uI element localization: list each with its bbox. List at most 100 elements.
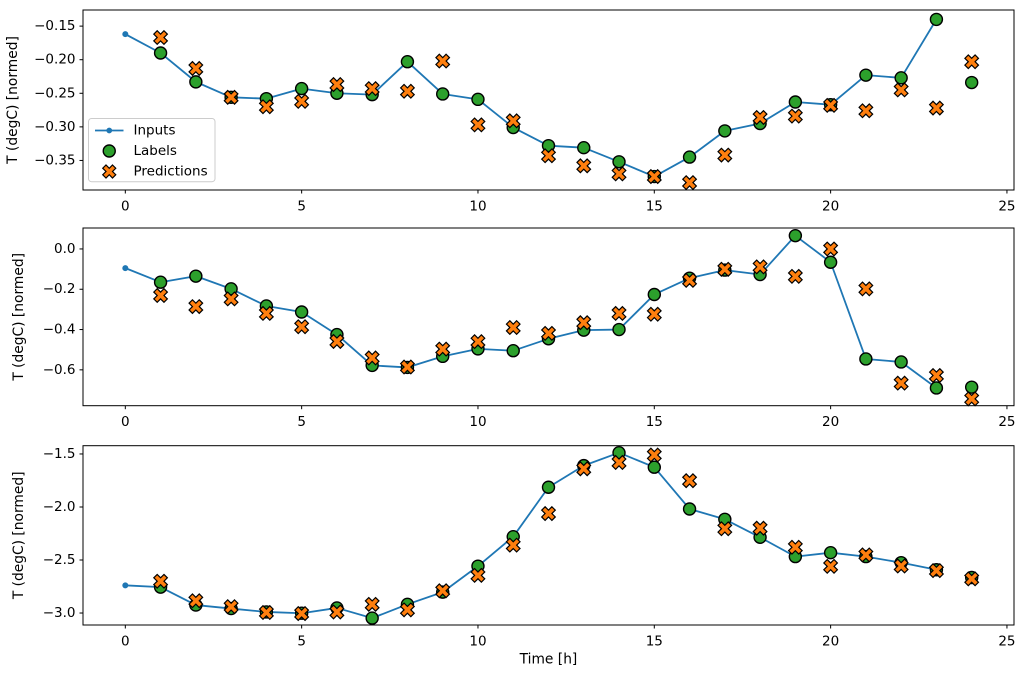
x-tick-label: 10 bbox=[469, 199, 486, 215]
prediction-point bbox=[611, 305, 627, 322]
prediction-point bbox=[470, 117, 486, 133]
y-tick-label: −0.25 bbox=[34, 85, 75, 101]
y-axis-label: T (degC) [normed] bbox=[5, 36, 21, 165]
prediction-point bbox=[435, 341, 451, 357]
prediction-point bbox=[717, 261, 733, 277]
prediction-point bbox=[223, 599, 239, 615]
prediction-point bbox=[329, 76, 345, 93]
prediction-point bbox=[435, 583, 451, 599]
label-point bbox=[929, 381, 944, 395]
prediction-point bbox=[470, 567, 486, 584]
prediction-point bbox=[858, 103, 874, 119]
y-tick-label: −0.4 bbox=[43, 322, 76, 338]
prediction-point bbox=[470, 333, 486, 350]
label-point bbox=[788, 95, 803, 109]
x-tick-label: 5 bbox=[297, 634, 306, 650]
label-point bbox=[823, 545, 838, 560]
inputs-polyline bbox=[124, 18, 938, 178]
x-tick-label: 25 bbox=[998, 414, 1015, 430]
y-tick-label: −0.35 bbox=[34, 152, 75, 168]
legend-entry-labels: Labels bbox=[102, 143, 177, 159]
prediction-point bbox=[258, 305, 275, 322]
x-tick-label: 5 bbox=[297, 414, 306, 430]
inputs-line bbox=[122, 449, 940, 622]
subplot-1: 0 5 10 15 20 25 −0.15 −0.20 −0.25 −0.30 −0.35 T (de… bbox=[5, 9, 1016, 215]
label-point bbox=[859, 352, 873, 366]
inputs-polyline bbox=[125, 451, 937, 620]
prediction-point bbox=[188, 60, 204, 77]
legend-dot-sample bbox=[106, 127, 113, 134]
y-axis-label: T (degC) [normed] bbox=[11, 253, 27, 382]
labels-markers bbox=[153, 446, 979, 625]
label-point bbox=[153, 46, 168, 60]
label-point bbox=[718, 124, 732, 138]
prediction-point bbox=[152, 29, 169, 46]
label-point bbox=[294, 81, 309, 96]
prediction-point bbox=[258, 99, 275, 115]
prediction-point bbox=[188, 593, 204, 609]
y-axis-label: T (degC) [normed] bbox=[11, 472, 27, 601]
y-tick-label: −0.2 bbox=[43, 281, 76, 297]
prediction-point bbox=[329, 333, 345, 350]
x-tick-label: 0 bbox=[121, 634, 130, 650]
prediction-point bbox=[505, 113, 521, 129]
legend-entry-label: Predictions bbox=[134, 164, 208, 180]
prediction-point bbox=[611, 454, 627, 471]
prediction-point bbox=[223, 291, 239, 307]
label-point bbox=[189, 269, 203, 283]
legend-entry-inputs: Inputs bbox=[95, 123, 176, 139]
prediction-point bbox=[858, 547, 874, 563]
prediction-point bbox=[505, 319, 521, 336]
x-tick-label: 20 bbox=[822, 634, 839, 650]
y-tick-label: −3.0 bbox=[43, 605, 76, 621]
prediction-point bbox=[646, 306, 662, 322]
prediction-point bbox=[822, 558, 839, 574]
label-point bbox=[647, 460, 661, 474]
prediction-point bbox=[611, 166, 627, 182]
prediction-point bbox=[399, 83, 416, 99]
x-tick-label: 15 bbox=[646, 199, 663, 215]
prediction-point bbox=[752, 109, 768, 126]
axes-frame bbox=[82, 9, 1015, 191]
prediction-point bbox=[787, 539, 803, 555]
prediction-point bbox=[964, 571, 980, 587]
x-tick-label: 20 bbox=[822, 199, 839, 215]
prediction-point bbox=[646, 447, 662, 463]
prediction-point bbox=[399, 359, 416, 375]
label-point bbox=[189, 75, 203, 89]
prediction-point bbox=[752, 520, 768, 536]
prediction-point bbox=[294, 319, 310, 335]
label-point bbox=[647, 287, 661, 302]
predictions-markers bbox=[152, 29, 980, 191]
label-point bbox=[964, 380, 979, 394]
label-point bbox=[682, 150, 697, 164]
label-point bbox=[612, 155, 626, 169]
label-point bbox=[929, 12, 944, 27]
x-tick-label: 10 bbox=[469, 414, 486, 430]
prediction-point bbox=[893, 82, 909, 98]
prediction-point bbox=[576, 315, 592, 331]
prediction-point bbox=[188, 298, 204, 315]
input-point bbox=[122, 265, 129, 272]
prediction-point bbox=[681, 272, 698, 289]
legend-circle-sample bbox=[102, 144, 116, 158]
prediction-point bbox=[364, 80, 380, 97]
x-tick-label: 0 bbox=[121, 414, 130, 430]
y-tick-label: −0.30 bbox=[34, 119, 75, 135]
inputs-polyline bbox=[124, 234, 937, 389]
prediction-point bbox=[294, 93, 310, 109]
y-tick-label: −1.5 bbox=[43, 446, 76, 462]
prediction-point bbox=[152, 287, 169, 304]
legend-entry-predictions: Predictions bbox=[101, 164, 208, 180]
prediction-point bbox=[294, 605, 310, 622]
predictions-markers bbox=[152, 447, 980, 622]
prediction-point bbox=[576, 461, 592, 477]
y-axis: −0.15 −0.20 −0.25 −0.30 −0.35 bbox=[34, 18, 83, 168]
labels-markers bbox=[153, 12, 979, 184]
x-axis: 0 5 10 15 20 25 bbox=[121, 405, 1016, 430]
prediction-point bbox=[540, 505, 557, 522]
axes-frame bbox=[82, 445, 1015, 626]
x-axis-label: Time [h] bbox=[519, 652, 578, 668]
